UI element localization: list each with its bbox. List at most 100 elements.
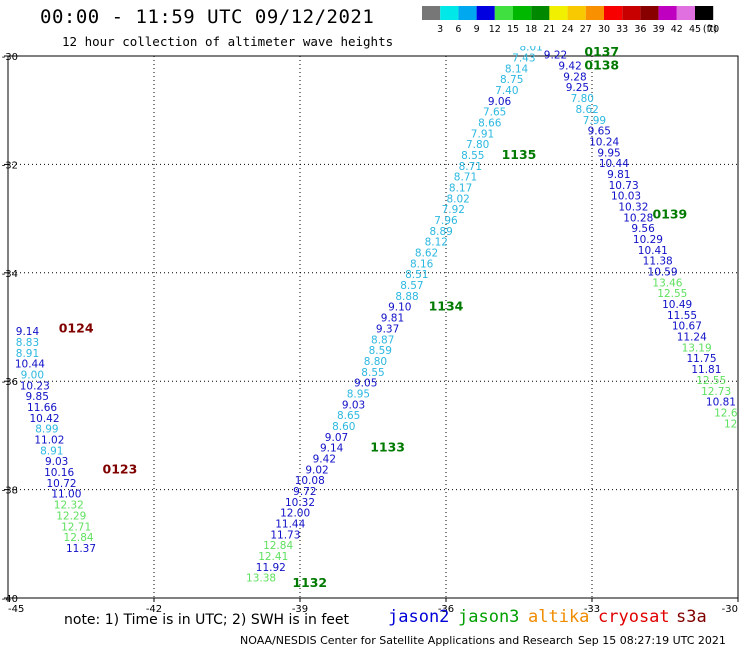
wave-height-map: -45 -42 -39 -36 -33 -30 -30 -32 -34 -36 -38 -40 9.14… <box>2 9 739 612</box>
legend-label-12: 12 <box>489 24 501 35</box>
swh-value: 7.43 <box>512 52 535 64</box>
swh-value: 10.67 <box>672 321 702 333</box>
swh-value: 9.06 <box>488 96 512 108</box>
pass-label: 0139 <box>652 207 687 222</box>
legend-swatch-6 <box>440 6 459 20</box>
swh-value: 8.51 <box>405 269 428 281</box>
legend-swatch-18 <box>513 6 532 20</box>
page-title: 00:00 - 11:59 UTC 09/12/2021 <box>40 6 375 28</box>
swh-value: 8.88 <box>395 291 418 303</box>
swh-value: 7.65 <box>483 107 506 119</box>
legend-label-27: 27 <box>580 24 592 35</box>
swh-value: 10.03 <box>611 191 641 203</box>
swh-value: 9.81 <box>381 313 404 325</box>
swh-value: 11.66 <box>27 402 57 414</box>
track-jason3-ascending: 13.3811.9212.4112.8411.7311.4412.0010.32… <box>246 9 558 585</box>
swh-value: 9.22 <box>544 50 567 62</box>
legend-label-18: 18 <box>525 24 537 35</box>
legend-swatch-70 <box>695 6 714 20</box>
swh-value: 7.86 <box>534 9 558 21</box>
tick-label-lon: -42 <box>146 604 162 612</box>
swh-value: 7.80 <box>571 93 594 105</box>
swh-value: 9.42 <box>313 454 336 466</box>
swh-value: 7.09 <box>529 20 552 32</box>
swh-value: 10.08 <box>295 475 325 487</box>
swh-value: 8.59 <box>369 345 392 357</box>
legend-swatch-9 <box>458 6 477 20</box>
swh-value: 8.62 <box>415 248 438 260</box>
swh-value: 9.56 <box>631 223 655 235</box>
footer-note: note: 1) Time is in UTC; 2) SWH is in fe… <box>64 612 350 628</box>
swh-value: 10.32 <box>618 201 648 213</box>
pass-label: 0123 <box>103 461 138 476</box>
swh-value: 10.32 <box>285 497 315 509</box>
swh-value: 13.19 <box>682 342 712 354</box>
swh-value: 8.57 <box>400 280 423 292</box>
swh-value: 9.02 <box>305 464 328 476</box>
swh-value: 8.62 <box>575 104 598 116</box>
swh-tracks: 9.148.838.9110.449.0010.239.8511.6610.42… <box>15 9 738 585</box>
swh-value: 11.24 <box>677 332 707 344</box>
swh-value: 12.73 <box>701 386 731 398</box>
pass-label: 0138 <box>584 58 619 73</box>
swh-value: 8.75 <box>500 74 523 86</box>
swh-value: 11.75 <box>686 353 716 365</box>
swh-value: 8.87 <box>371 334 394 346</box>
swh-value: 8.91 <box>40 445 63 457</box>
timestamp: Sep 15 08:27:19 UTC 2021 <box>578 634 726 647</box>
swh-value: 8.14 <box>505 63 529 75</box>
legend-label-39: 39 <box>653 24 665 35</box>
swh-value: 13.46 <box>652 277 682 289</box>
swh-value: 11.81 <box>691 364 721 376</box>
swh-value: 8.02 <box>446 193 469 205</box>
page-subtitle: 12 hour collection of altimeter wave hei… <box>62 34 394 49</box>
swh-value: 9.14 <box>320 443 344 455</box>
swh-value: 9.00 <box>21 369 44 381</box>
swh-value: 9.42 <box>558 61 581 73</box>
swh-value: 10.42 <box>29 413 59 425</box>
legend-label-70: 70 <box>707 24 719 35</box>
swh-value: 8.12 <box>425 237 448 249</box>
tick-label-lon: -30 <box>722 604 738 612</box>
legend-swatch-15 <box>494 6 513 20</box>
swh-value: 8.60 <box>332 421 355 433</box>
tick-label-lon: -39 <box>292 604 308 612</box>
tick-label-lon: -45 <box>8 604 24 612</box>
swh-value: 12.00 <box>280 508 310 520</box>
swh-value: 9.03 <box>45 456 68 468</box>
legend-label-45: 45 <box>689 24 701 35</box>
pass-label: 0137 <box>584 44 619 59</box>
swh-value: 11.00 <box>51 489 81 501</box>
swh-value: 8.99 <box>35 424 58 436</box>
swh-value: 9.95 <box>597 147 620 159</box>
pass-label: 1133 <box>370 440 405 455</box>
swh-value: 11.02 <box>34 435 64 447</box>
tick-label-lat: -36 <box>2 377 18 388</box>
swh-value: 10.24 <box>589 136 619 148</box>
legend-swatch-33 <box>604 6 623 20</box>
swh-value: 11.44 <box>275 519 305 531</box>
track-jason3-descending: 9.229.429.289.257.808.627.999.6510.249.9… <box>544 50 738 431</box>
swh-value: 10.73 <box>609 180 639 192</box>
swh-value: 8.95 <box>347 388 370 400</box>
swh-value: 9.81 <box>607 169 630 181</box>
swh-value: 9.25 <box>566 82 589 94</box>
swh-value: 12.84 <box>64 532 94 544</box>
swh-value: 11.55 <box>667 310 697 322</box>
swh-value: 9.72 <box>293 486 316 498</box>
legend-label-3: 3 <box>437 24 443 35</box>
swh-value: 8.71 <box>454 172 477 184</box>
tick-label-lon: -33 <box>584 604 600 612</box>
swh-value: 12.41 <box>258 551 288 563</box>
swh-value: 11.73 <box>270 529 300 541</box>
pass-label: 1135 <box>502 147 537 162</box>
swh-value: 9.14 <box>16 326 40 338</box>
tick-label-lat: -38 <box>2 486 18 497</box>
legend-label-9: 9 <box>474 24 480 35</box>
legend-swatch-24 <box>549 6 568 20</box>
swh-value: 9.07 <box>325 432 348 444</box>
swh-value: 7.80 <box>466 139 489 151</box>
legend-swatch-21 <box>531 6 550 20</box>
tick-label-lat: -32 <box>2 160 18 171</box>
